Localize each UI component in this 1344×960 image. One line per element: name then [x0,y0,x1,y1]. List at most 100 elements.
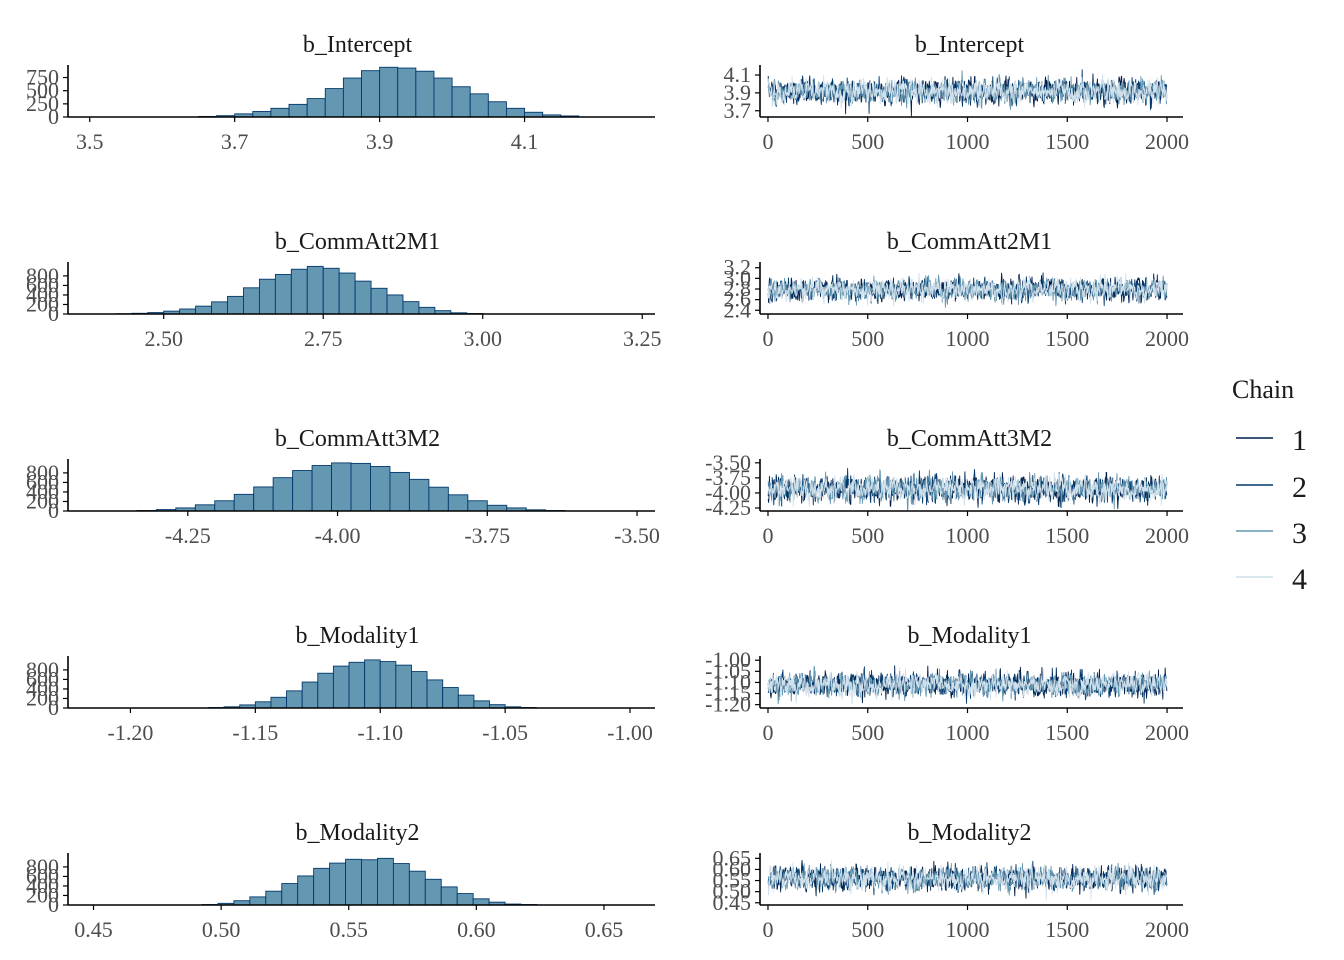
histogram-bar [370,287,388,315]
x-tick-label: 500 [851,523,884,548]
histogram-bar [324,88,344,118]
y-tick-label: -3.75 [705,465,751,490]
histogram-bar [281,883,299,906]
histogram-bar [418,306,436,315]
histogram-bar [332,665,350,709]
trace-panel: b_Intercept 0 500 1000 1500 2000 3.73.94.1 [724,32,1190,154]
histogram-bar [348,661,366,709]
chain-4-trace-line [767,667,1168,705]
x-tick-label: 0 [762,129,773,154]
x-tick-label: 1000 [946,523,990,548]
histogram-bar [252,111,272,118]
x-tick-label: 3.25 [623,326,662,351]
histogram-bar [322,267,340,315]
y-tick-label: -1.05 [705,658,751,683]
y-tick-label: -4.00 [705,480,751,505]
x-tick-label: -1.10 [357,720,403,745]
histogram-bar [274,274,292,315]
histogram-panel: b_CommAtt3M2 -4.25 -4.00 -3.75 -3.50 02004006… [26,426,660,548]
y-tick-label: 800 [26,263,59,288]
x-tick-label: 500 [851,917,884,942]
histogram-bar [402,301,420,315]
histogram-bar [469,93,489,118]
x-tick-label: 0 [762,917,773,942]
panel-title: b_CommAtt2M1 [887,229,1052,255]
x-tick-label: 4.1 [511,129,539,154]
x-tick-label: 1500 [1045,523,1089,548]
x-tick-label: 0 [762,326,773,351]
x-tick-label: 0 [762,523,773,548]
histogram-bar [306,265,324,315]
histogram-bar [243,287,260,315]
histogram-bar [370,466,391,512]
x-tick-label: -1.20 [108,720,154,745]
histogram-bar [270,696,288,709]
x-tick-label: 1000 [946,129,990,154]
y-tick-label: 200 [26,291,59,316]
y-tick-label: 400 [26,873,59,898]
histogram-bar [194,504,216,512]
y-tick-label: 0 [48,892,59,917]
x-tick-label: -3.75 [464,523,510,548]
y-tick-label: 500 [26,78,59,103]
y-tick-label: 600 [26,666,59,691]
chain-2-trace-line [767,467,1168,508]
y-tick-label: 0.60 [713,856,752,881]
y-tick-label: 3.7 [724,98,752,123]
y-tick-label: 200 [26,685,59,710]
x-tick-label: 500 [851,720,884,745]
x-tick-label: 500 [851,129,884,154]
y-tick-label: -1.10 [705,669,751,694]
panel-title: b_CommAtt3M2 [275,426,440,452]
histogram-bar [411,671,428,709]
x-tick-label: 0.65 [585,917,624,942]
histogram-bar [379,66,399,118]
x-tick-label: -4.25 [165,523,211,548]
x-tick-label: 1000 [946,326,990,351]
chain-4-trace-line [767,860,1168,901]
histogram-bar [288,103,308,118]
y-tick-label: 0.45 [713,890,752,915]
histogram-bar [395,664,412,709]
histogram-bar [408,478,430,512]
x-tick-label: 0.50 [202,917,241,942]
x-tick-label: 3.7 [221,129,249,154]
panel-title: b_Modality2 [296,820,420,846]
histogram-bar [442,687,459,709]
y-tick-label: 400 [26,282,59,307]
x-tick-label: 500 [851,326,884,351]
x-tick-label: 2.75 [304,326,343,351]
histogram-bar [457,694,475,709]
trace-panel: b_Modality2 0 500 1000 1500 2000 0.450.500.550… [713,820,1190,942]
histogram-bar [249,896,267,906]
panel-title: b_Modality1 [296,623,420,649]
histogram-bar [270,107,290,118]
histogram-bar [386,294,404,315]
histogram-bar [338,272,356,315]
panel-title: b_CommAtt2M1 [275,229,440,255]
y-tick-label: 800 [26,657,59,682]
x-tick-label: -1.05 [482,720,528,745]
histogram-bar [258,278,276,315]
histogram-bar [301,681,319,709]
histogram-bar [389,471,410,512]
x-tick-label: 1500 [1045,720,1089,745]
histogram-bar [487,101,507,118]
histogram-bar [292,470,313,512]
y-tick-label: 0 [48,498,59,523]
y-tick-label: 2.4 [724,297,752,322]
histogram-bar [317,672,334,709]
histogram-bar [447,494,469,512]
x-tick-label: -3.50 [614,523,660,548]
y-tick-label: 600 [26,272,59,297]
legend-label-chain-2: 2 [1292,471,1307,504]
histogram-bar [211,301,228,315]
legend-title: Chain [1232,375,1294,404]
y-tick-label: 200 [26,882,59,907]
y-tick-label: 200 [26,488,59,513]
y-tick-label: 0 [48,695,59,720]
y-tick-label: -3.50 [705,450,751,475]
y-tick-label: 250 [26,91,59,116]
histogram-bar [342,77,362,118]
